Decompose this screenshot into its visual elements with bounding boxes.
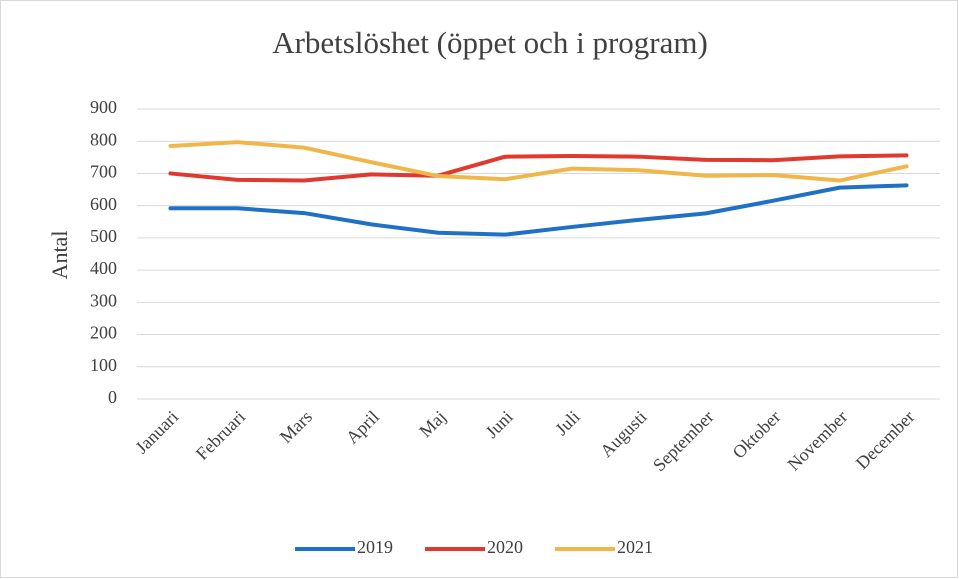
y-tick-label: 500 [90, 226, 117, 246]
legend-label: 2020 [487, 537, 523, 557]
y-tick-label: 400 [90, 258, 117, 278]
y-tick-label: 100 [90, 355, 117, 375]
y-tick-label: 600 [90, 194, 117, 214]
y-tick-label: 300 [90, 290, 117, 310]
legend-label: 2021 [617, 537, 653, 557]
line-series [168, 183, 909, 237]
legend-label: 2019 [357, 537, 393, 557]
y-tick-label: 900 [90, 97, 117, 117]
line-series [168, 140, 909, 183]
y-tick-label: 700 [90, 162, 117, 182]
chart-title: Arbetslöshet (öppet och i program) [272, 25, 708, 60]
y-axis-title: Antal [47, 231, 72, 280]
line-series [168, 153, 909, 183]
y-tick-label: 200 [90, 323, 117, 343]
y-tick-label: 800 [90, 129, 117, 149]
y-tick-label: 0 [108, 387, 117, 407]
